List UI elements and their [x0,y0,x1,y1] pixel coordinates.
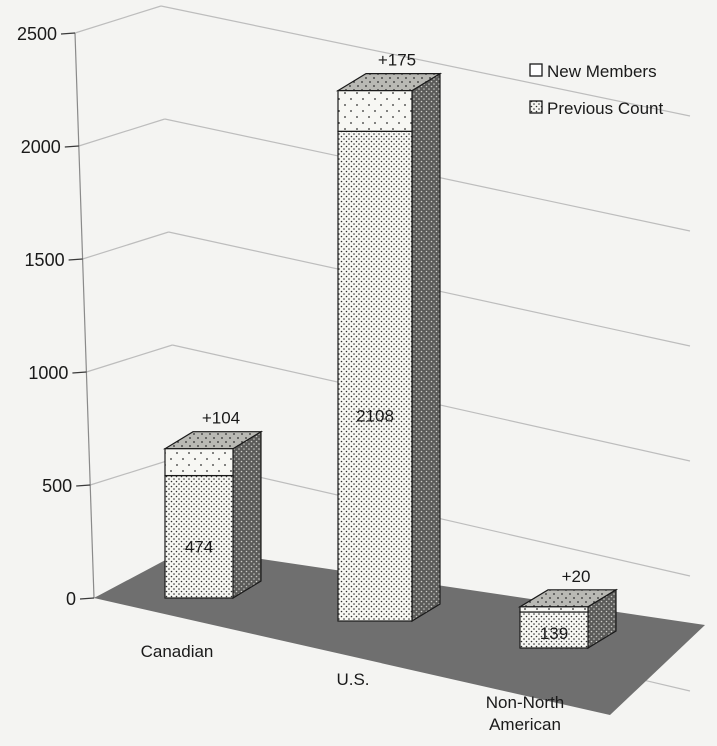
bar-segment-previous-u-s [337,130,413,622]
gridline-side-2000 [78,118,165,147]
bars: 474 +104 2108 +175 139 +20 [162,51,619,650]
y-tick-mark-1000 [72,371,87,374]
y-tick-label-0: 0 [66,589,76,609]
y-tick-mark-500 [76,484,91,487]
legend-label-previous-count: Previous Count [547,99,664,118]
bar-non-north-american: 139 +20 [517,567,619,650]
category-label-canadian: Canadian [141,642,214,661]
y-tick-label-2000: 2000 [21,137,61,157]
y-tick-mark-1500 [68,258,83,261]
y-tick-label-2500: 2500 [17,24,57,44]
bar-side-canadian [232,430,262,600]
y-axis: 0 500 1000 1500 2000 2500 [17,24,95,609]
legend: New Members Previous Count [529,62,664,118]
data-label-previous-u-s: 2108 [356,406,394,425]
legend-label-new-members: New Members [547,62,657,81]
y-tick-mark-0 [79,597,95,600]
category-label-u-s: U.S. [336,670,369,689]
bar-side-u-s [411,72,441,623]
y-tick-mark-2000 [64,145,79,148]
data-label-previous-canadian: 474 [185,538,213,557]
bar-u-s: 2108 +175 [335,51,443,623]
gridline-back-2500 [160,5,691,117]
y-tick-label-1000: 1000 [28,363,68,383]
gridline-side-1000 [86,344,173,373]
category-labels: Canadian U.S. Non-North American [141,642,565,734]
y-tick-label-1500: 1500 [25,250,65,270]
bar-segment-new-canadian [164,448,234,477]
data-label-new-u-s: +175 [378,51,416,70]
data-label-new-canadian: +104 [202,409,240,428]
legend-item-previous-count: Previous Count [529,99,664,118]
bar-canadian: 474 +104 [162,409,264,600]
legend-item-new-members: New Members [529,62,657,81]
bar-segment-previous-non-north-american [519,611,589,649]
bar-segment-new-u-s [337,90,413,132]
category-label-line-1: Non-North [486,693,564,712]
legend-swatch-previous-count [529,100,543,114]
data-label-new-non-north-american: +20 [562,567,591,586]
data-label-previous-non-north-american: 139 [540,624,568,643]
bar-segment-new-non-north-american [519,606,589,613]
gridline-side-1500 [82,231,169,260]
bar-segment-previous-canadian [164,474,234,599]
gridline-side-500 [90,457,177,486]
y-tick-mark-2500 [60,32,76,35]
category-label-non-north-american: Non-North American [486,693,564,734]
y-tick-label-500: 500 [42,476,72,496]
legend-swatch-new-members [529,63,543,77]
gridline-side-2500 [74,5,162,34]
category-label-line-2: American [489,715,561,734]
y-axis-line [74,32,95,599]
